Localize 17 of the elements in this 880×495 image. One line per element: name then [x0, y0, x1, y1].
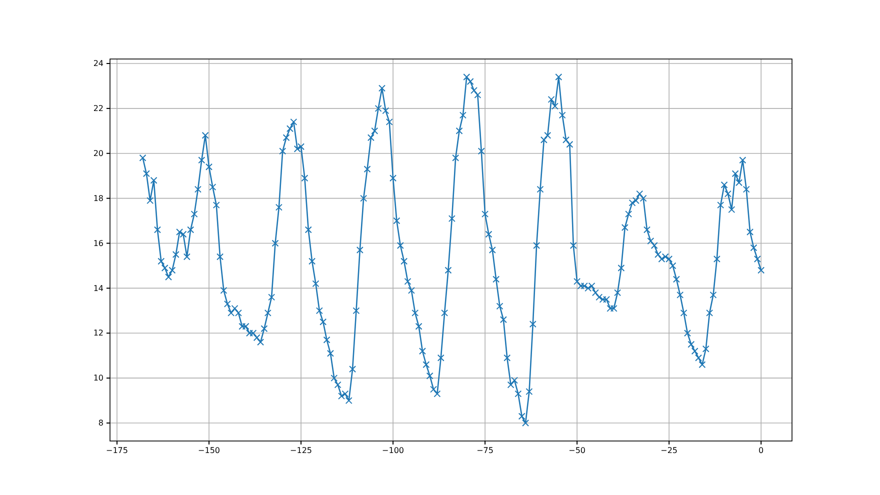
x-tick-label: −100 [382, 446, 404, 456]
y-tick-label: 22 [93, 104, 104, 113]
y-tick-label: 10 [93, 374, 104, 383]
y-tick-label: 20 [93, 148, 104, 158]
y-tick-label: 14 [93, 284, 104, 293]
x-tick-label: −25 [660, 446, 678, 456]
x-tick-label: −150 [198, 446, 220, 456]
x-tick-label: −175 [106, 446, 128, 456]
x-tick-label: −125 [290, 446, 312, 456]
x-tick-label: −75 [476, 446, 494, 456]
y-tick-label: 8 [98, 418, 104, 428]
y-tick-label: 12 [93, 328, 104, 338]
y-tick-label: 16 [93, 238, 104, 248]
x-tick-label: −50 [568, 446, 586, 456]
y-tick-label: 24 [93, 59, 104, 68]
y-tick-label: 18 [93, 194, 104, 203]
x-tick-label: 0 [758, 446, 764, 456]
